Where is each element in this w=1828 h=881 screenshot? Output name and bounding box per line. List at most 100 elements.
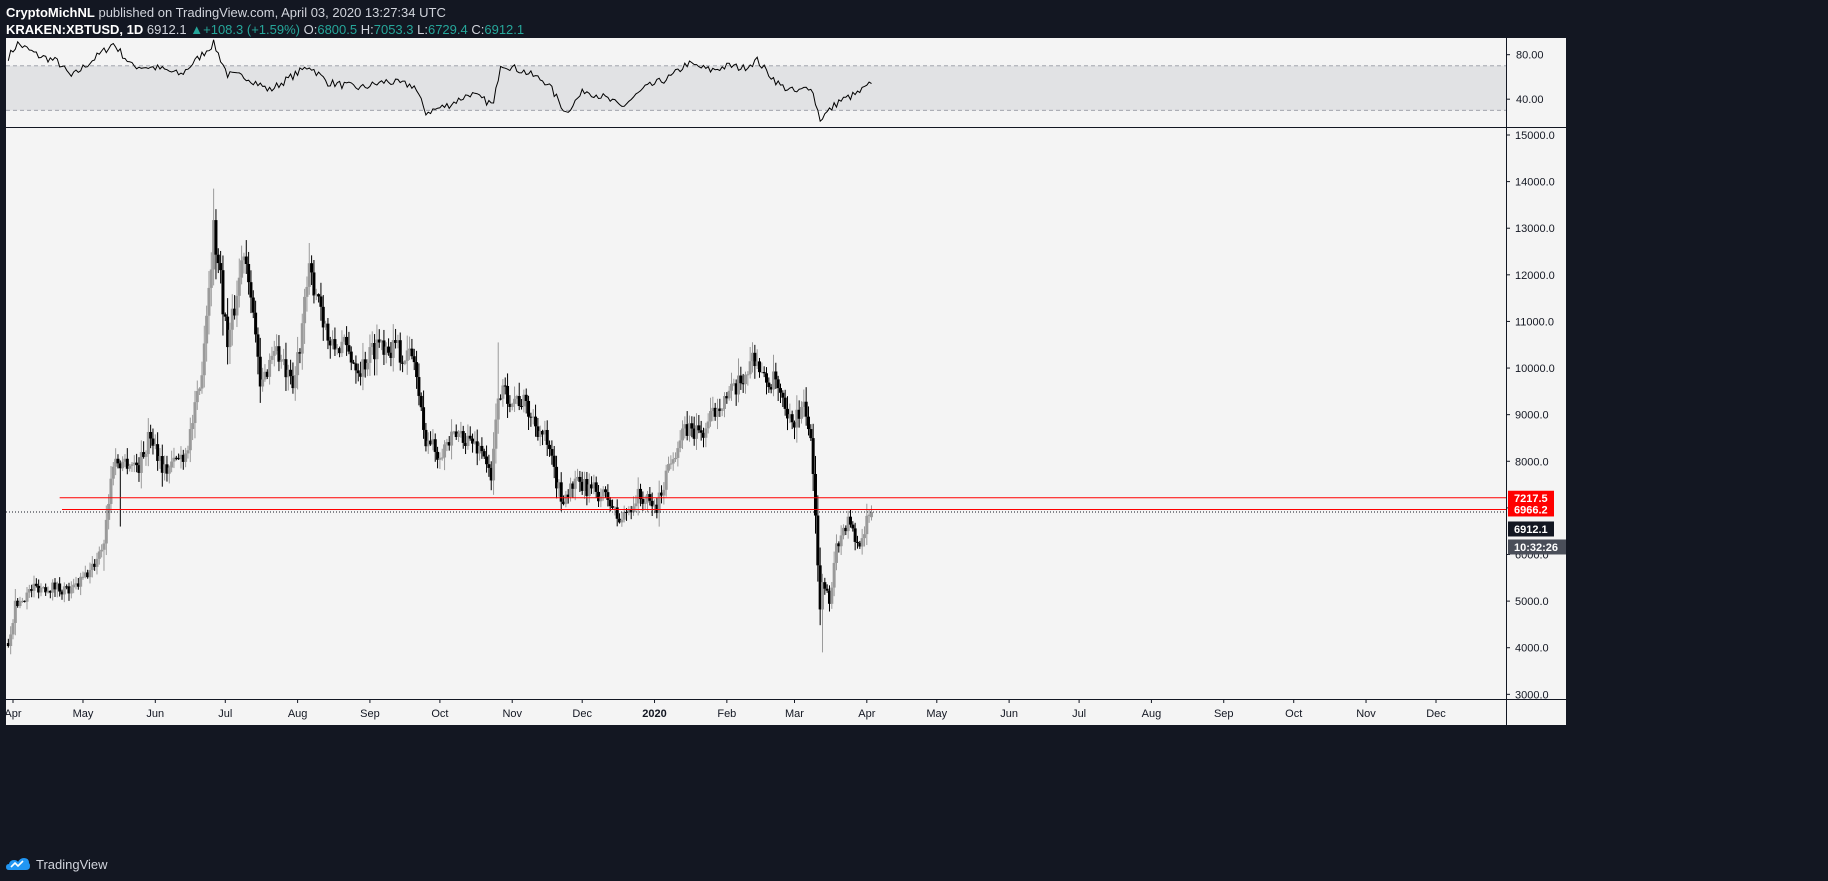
candle-body xyxy=(785,408,789,419)
candle-body xyxy=(391,340,395,358)
candle-body xyxy=(578,476,582,482)
candle-body xyxy=(303,296,307,324)
candle-body xyxy=(792,422,796,428)
candle-body xyxy=(363,359,367,370)
candle-body xyxy=(641,499,645,504)
candle-body xyxy=(702,432,706,438)
candle-body xyxy=(186,450,190,454)
symbol-label[interactable]: KRAKEN:XBTUSD, 1D xyxy=(6,22,144,37)
candle-body xyxy=(429,440,433,445)
last-price-tag: 6912.1 xyxy=(1508,521,1554,537)
candle-body xyxy=(109,478,113,504)
candle-body xyxy=(417,377,421,396)
candle-body xyxy=(39,587,43,593)
candle-body xyxy=(135,462,139,466)
candle-body xyxy=(396,340,400,343)
candle-body xyxy=(60,591,64,595)
candle-body xyxy=(251,297,255,313)
last-price-tag-text: 6912.1 xyxy=(1514,524,1548,536)
candle-body xyxy=(510,403,514,407)
candle-body xyxy=(268,359,272,377)
candle-body xyxy=(527,400,531,417)
candle-body xyxy=(97,551,101,559)
price-tick-label: 13000.0 xyxy=(1515,223,1555,235)
candle-body xyxy=(727,390,731,399)
candle-body xyxy=(305,286,309,297)
candle-body xyxy=(284,359,288,378)
candle-body xyxy=(177,457,181,460)
last-price: 6912.1 xyxy=(146,22,187,37)
candle-body xyxy=(683,424,687,429)
candle-body xyxy=(11,622,15,635)
candle-body xyxy=(440,457,444,459)
candle-body xyxy=(151,438,155,446)
candle-body xyxy=(46,590,50,593)
candle-body xyxy=(361,359,365,377)
author-name[interactable]: CryptoMichNL xyxy=(6,5,95,20)
candle-body xyxy=(713,407,717,417)
candle-body xyxy=(100,549,104,552)
candle-body xyxy=(485,456,489,465)
price-tick-label: 8000.0 xyxy=(1515,456,1549,468)
footer-brand[interactable]: TradingView xyxy=(36,856,108,872)
candle-body xyxy=(653,504,657,507)
candle-body xyxy=(615,507,619,519)
candle-body xyxy=(55,583,59,590)
rsi-tick-label: 40.00 xyxy=(1516,94,1544,106)
candle-body xyxy=(869,511,873,518)
candle-body xyxy=(408,348,412,351)
candle-body xyxy=(802,401,806,407)
candle-body xyxy=(809,429,813,439)
candle-body xyxy=(767,382,771,388)
candle-body xyxy=(480,445,484,452)
candle-body xyxy=(307,263,311,287)
candle-body xyxy=(865,515,869,535)
candle-body xyxy=(660,492,664,496)
candle-body xyxy=(116,458,120,464)
candle-body xyxy=(240,260,244,278)
candle-body xyxy=(345,336,349,346)
time-tick-label: Nov xyxy=(502,708,522,720)
candle-body xyxy=(806,416,810,430)
candle-body xyxy=(356,370,360,374)
candle-body xyxy=(23,600,27,602)
candle-body xyxy=(296,352,300,376)
candle-body xyxy=(146,431,150,455)
time-tick-label: Dec xyxy=(1426,708,1446,720)
candle-body xyxy=(223,314,227,317)
candle-body xyxy=(599,496,603,502)
candle-body xyxy=(384,346,388,355)
candle-body xyxy=(137,465,141,473)
candle-body xyxy=(730,383,734,391)
candle-body xyxy=(249,282,253,298)
close-label: C: xyxy=(471,22,485,37)
candle-body xyxy=(256,334,260,357)
candle-body xyxy=(149,431,153,439)
candle-body xyxy=(538,430,542,437)
candle-body xyxy=(674,457,678,460)
candle-body xyxy=(625,511,629,513)
candle-body xyxy=(312,272,316,296)
candle-body xyxy=(333,339,337,350)
candle-body xyxy=(65,586,69,588)
tradingview-logo-icon[interactable] xyxy=(6,857,30,871)
candle-body xyxy=(72,584,76,588)
candle-body xyxy=(380,340,384,343)
time-tick-label: 2020 xyxy=(642,708,666,720)
candle-body xyxy=(373,343,377,360)
candle-body xyxy=(608,499,612,507)
candle-body xyxy=(310,263,314,273)
candle-body xyxy=(193,402,197,424)
candle-body xyxy=(816,515,820,566)
candle-body xyxy=(207,287,211,316)
price-tick-label: 5000.0 xyxy=(1515,596,1549,608)
candle-body xyxy=(195,391,199,403)
candle-body xyxy=(620,519,624,523)
candle-body xyxy=(776,379,780,389)
price-tick-label: 14000.0 xyxy=(1515,177,1555,189)
candle-body xyxy=(576,476,580,479)
candle-body xyxy=(688,423,692,436)
candle-body xyxy=(270,355,274,360)
rsi-band xyxy=(6,65,1506,111)
